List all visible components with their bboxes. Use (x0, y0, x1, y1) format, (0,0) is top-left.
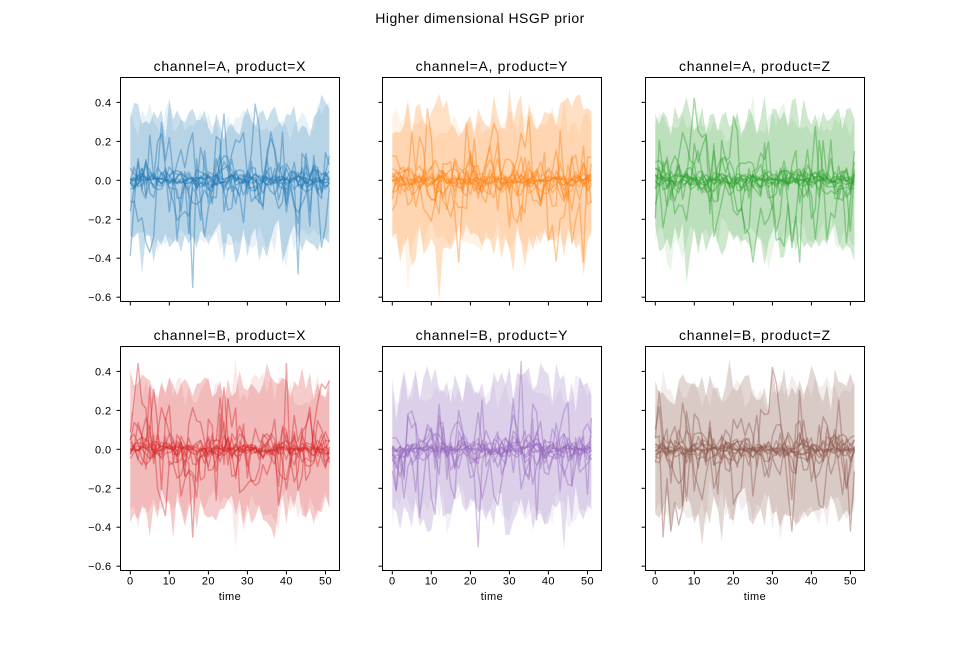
svg-text:−0.4: −0.4 (88, 253, 111, 265)
svg-text:50: 50 (581, 576, 594, 588)
svg-text:channel=A, product=Y: channel=A, product=Y (416, 58, 569, 74)
svg-text:0.2: 0.2 (95, 136, 112, 148)
svg-text:−0.6: −0.6 (88, 292, 111, 304)
svg-text:30: 30 (766, 576, 779, 588)
svg-text:10: 10 (688, 576, 701, 588)
svg-text:time: time (481, 591, 503, 603)
svg-text:10: 10 (425, 576, 438, 588)
svg-text:0: 0 (389, 576, 396, 588)
svg-text:50: 50 (844, 576, 857, 588)
svg-text:40: 40 (280, 576, 293, 588)
svg-text:40: 40 (805, 576, 818, 588)
svg-text:0.2: 0.2 (95, 405, 112, 417)
svg-text:0.0: 0.0 (95, 444, 112, 456)
svg-text:−0.2: −0.2 (88, 483, 111, 495)
svg-text:−0.6: −0.6 (88, 561, 111, 573)
svg-text:30: 30 (503, 576, 516, 588)
svg-text:channel=B, product=X: channel=B, product=X (154, 327, 307, 343)
svg-text:30: 30 (241, 576, 254, 588)
svg-text:40: 40 (542, 576, 555, 588)
svg-text:0.0: 0.0 (95, 175, 112, 187)
svg-text:time: time (219, 591, 241, 603)
svg-text:0: 0 (652, 576, 659, 588)
svg-text:20: 20 (464, 576, 477, 588)
svg-text:20: 20 (202, 576, 215, 588)
svg-text:0.4: 0.4 (95, 366, 112, 378)
svg-text:channel=B, product=Y: channel=B, product=Y (416, 327, 569, 343)
svg-text:50: 50 (319, 576, 332, 588)
svg-text:0: 0 (127, 576, 134, 588)
svg-text:Higher dimensional HSGP prior: Higher dimensional HSGP prior (375, 10, 585, 26)
svg-text:20: 20 (727, 576, 740, 588)
svg-text:0.4: 0.4 (95, 97, 112, 109)
svg-text:channel=A, product=X: channel=A, product=X (154, 58, 307, 74)
svg-text:−0.4: −0.4 (88, 522, 111, 534)
svg-text:channel=B, product=Z: channel=B, product=Z (679, 327, 831, 343)
svg-text:10: 10 (163, 576, 176, 588)
svg-text:channel=A, product=Z: channel=A, product=Z (679, 58, 831, 74)
svg-text:time: time (744, 591, 766, 603)
svg-text:−0.2: −0.2 (88, 214, 111, 226)
